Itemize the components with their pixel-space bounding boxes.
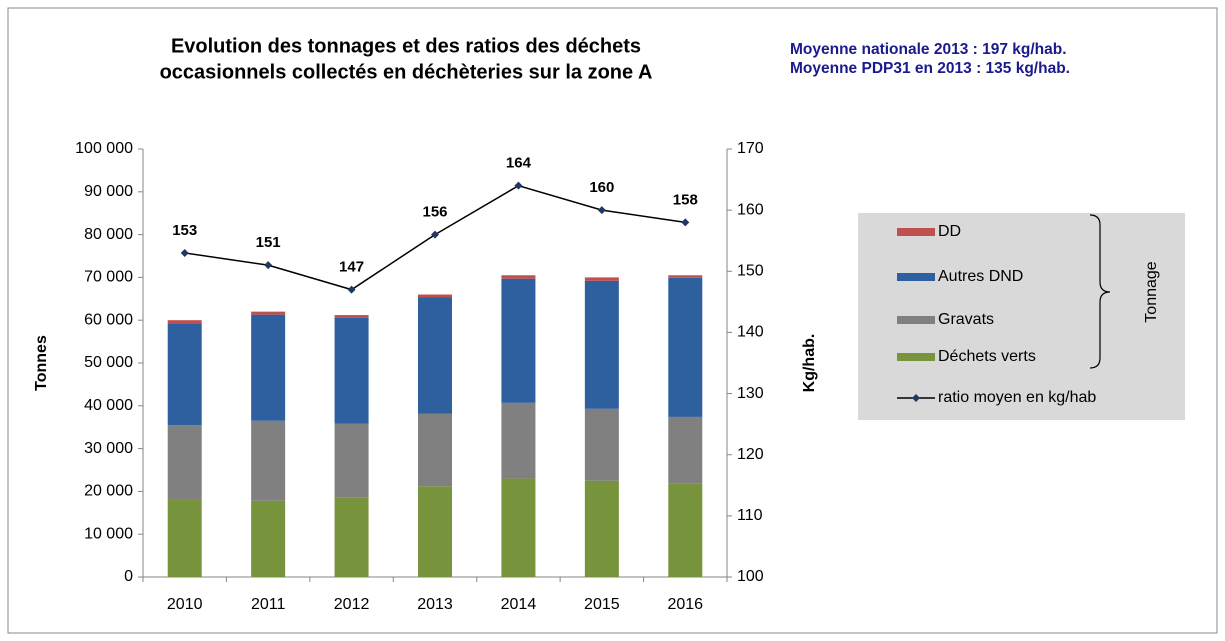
x-tick-label: 2012 xyxy=(334,596,370,613)
y2-tick-label: 120 xyxy=(737,446,764,463)
bar xyxy=(668,416,703,484)
legend-group-label: Tonnage xyxy=(1143,261,1160,322)
y-axis-title: Tonnes xyxy=(33,335,50,391)
bar xyxy=(418,297,452,414)
bar xyxy=(501,402,536,479)
legend-swatch xyxy=(897,353,935,361)
bar xyxy=(418,486,452,577)
data-label: 164 xyxy=(506,155,532,172)
y-tick-label: 80 000 xyxy=(84,226,133,243)
data-label: 147 xyxy=(339,259,364,276)
legend-marker xyxy=(912,394,920,402)
bar xyxy=(167,499,202,577)
y-tick-label: 60 000 xyxy=(84,311,133,328)
data-label: 151 xyxy=(256,234,281,251)
marker xyxy=(514,181,523,190)
marker xyxy=(264,261,273,270)
y-tick-label: 90 000 xyxy=(84,183,133,200)
y2-tick-label: 170 xyxy=(737,140,764,157)
bar xyxy=(251,420,286,501)
y2-tick-label: 110 xyxy=(737,507,763,524)
x-tick-label: 2010 xyxy=(167,596,203,613)
data-label: 160 xyxy=(589,179,614,196)
x-tick-label: 2016 xyxy=(667,596,703,613)
y-tick-label: 10 000 xyxy=(84,525,133,542)
bar xyxy=(334,315,369,318)
y-tick-label: 100 000 xyxy=(75,140,133,157)
marker xyxy=(180,248,189,257)
bar xyxy=(668,483,703,577)
data-label: 153 xyxy=(172,222,197,239)
bar xyxy=(584,280,619,409)
x-tick-label: 2011 xyxy=(251,596,286,613)
bar xyxy=(334,423,369,498)
annotation: Moyenne nationale 2013 : 197 kg/hab. xyxy=(790,41,1067,58)
legend-label: DD xyxy=(938,223,961,240)
marker xyxy=(681,218,690,227)
bar xyxy=(501,275,536,279)
bar xyxy=(501,478,536,577)
legend-swatch xyxy=(897,228,935,236)
legend-label: Gravats xyxy=(938,311,994,328)
marker xyxy=(347,285,356,294)
y-tick-label: 70 000 xyxy=(84,269,133,286)
y2-tick-label: 150 xyxy=(737,263,764,280)
bar xyxy=(167,425,202,500)
y-tick-label: 30 000 xyxy=(84,440,133,457)
bar xyxy=(251,314,286,421)
bar xyxy=(584,277,619,281)
y-tick-label: 50 000 xyxy=(84,354,133,371)
bar xyxy=(501,278,536,403)
bar xyxy=(251,311,286,315)
marker xyxy=(597,206,606,215)
legend-label: ratio moyen en kg/hab xyxy=(938,389,1096,406)
annotation: Moyenne PDP31 en 2013 : 135 kg/hab. xyxy=(790,60,1070,77)
legend-swatch xyxy=(897,316,935,324)
legend-label: Autres DND xyxy=(938,268,1023,285)
bar xyxy=(334,497,369,577)
y-tick-label: 0 xyxy=(124,568,133,585)
legend-swatch xyxy=(897,273,935,281)
bar xyxy=(167,320,202,324)
x-tick-label: 2013 xyxy=(417,596,453,613)
bar xyxy=(418,413,452,487)
bar xyxy=(584,408,619,481)
y-tick-label: 40 000 xyxy=(84,397,133,414)
x-tick-label: 2014 xyxy=(501,596,537,613)
marker xyxy=(431,230,439,239)
chart-title: Evolution des tonnages et des ratios des… xyxy=(171,35,641,57)
chart-title: occasionnels collectés en déchèteries su… xyxy=(160,61,653,83)
y2-tick-label: 160 xyxy=(737,201,764,218)
x-tick-label: 2015 xyxy=(584,596,620,613)
y-tick-label: 20 000 xyxy=(84,483,133,500)
y2-axis-title: Kg/hab. xyxy=(801,334,818,393)
bar xyxy=(668,277,703,417)
legend-label: Déchets verts xyxy=(938,348,1036,365)
bar xyxy=(251,500,286,577)
bar xyxy=(418,294,452,298)
bar xyxy=(668,275,703,278)
bar xyxy=(584,480,619,577)
data-label: 156 xyxy=(422,204,447,221)
legend-brace xyxy=(1089,214,1111,369)
bar xyxy=(167,323,202,426)
y2-tick-label: 140 xyxy=(737,324,764,341)
y2-tick-label: 100 xyxy=(737,568,764,585)
y2-tick-label: 130 xyxy=(737,385,764,402)
bar xyxy=(334,317,369,424)
data-label: 158 xyxy=(673,191,698,208)
